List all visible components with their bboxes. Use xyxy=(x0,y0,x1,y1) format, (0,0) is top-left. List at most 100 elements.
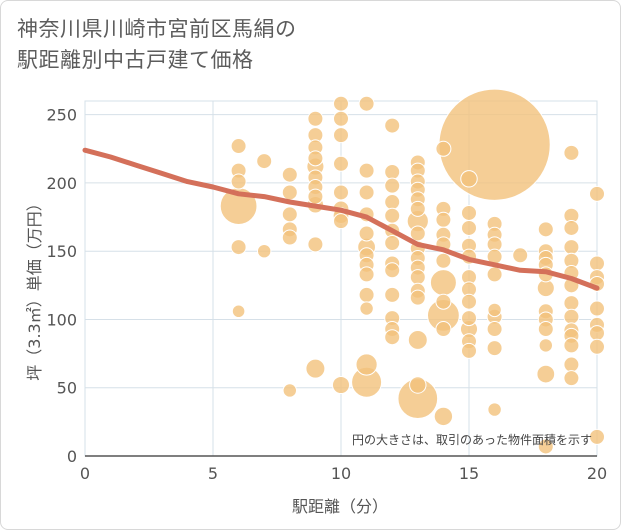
data-bubble xyxy=(281,206,298,223)
data-bubble xyxy=(281,229,298,246)
y-tick-label: 50 xyxy=(57,379,77,398)
x-tick-label: 15 xyxy=(459,464,479,483)
data-bubble xyxy=(563,370,580,387)
data-bubble xyxy=(563,295,580,312)
x-tick-label: 5 xyxy=(208,464,218,483)
data-bubble xyxy=(281,166,298,183)
data-bubble xyxy=(538,338,554,353)
data-bubble xyxy=(589,325,605,342)
y-tick-label: 250 xyxy=(46,106,77,125)
data-bubble xyxy=(563,308,580,325)
data-bubble xyxy=(486,266,503,283)
data-bubble xyxy=(384,164,401,180)
data-bubble xyxy=(281,184,298,201)
data-bubble xyxy=(407,329,428,350)
data-bubble xyxy=(256,243,272,259)
data-bubble xyxy=(331,375,351,395)
data-bubble xyxy=(333,155,349,172)
data-bubble xyxy=(384,207,401,224)
data-bubble xyxy=(487,402,502,417)
data-bubble xyxy=(409,289,426,306)
x-tick-label: 20 xyxy=(587,464,607,483)
data-bubble xyxy=(333,213,349,230)
data-bubble xyxy=(486,340,503,357)
data-bubble xyxy=(409,200,426,217)
x-tick-labels: 0 5 10 15 20 xyxy=(80,464,607,483)
data-bubble xyxy=(537,221,554,238)
data-bubble xyxy=(355,353,378,376)
data-bubble xyxy=(589,338,605,355)
data-bubble xyxy=(256,153,273,170)
data-bubble xyxy=(537,438,554,455)
y-tick-label: 100 xyxy=(46,310,77,329)
data-bubble xyxy=(384,194,401,211)
data-bubble xyxy=(230,173,247,190)
data-bubble xyxy=(230,239,247,256)
title-line-2: 駅距離別中古戸建て価格 xyxy=(17,48,254,72)
data-bubble xyxy=(460,170,478,188)
data-bubble xyxy=(359,301,374,316)
chart-title: 神奈川県川崎市宮前区馬絹の 駅距離別中古戸建て価格 xyxy=(17,14,577,76)
data-bubble xyxy=(429,269,457,297)
data-bubble xyxy=(435,321,452,338)
data-bubble xyxy=(384,235,401,251)
data-bubble xyxy=(409,225,426,242)
data-bubble xyxy=(358,225,375,242)
data-bubble xyxy=(563,219,580,236)
data-bubble xyxy=(307,236,324,253)
data-bubble xyxy=(461,219,477,236)
data-bubble xyxy=(333,95,349,112)
data-bubble xyxy=(589,255,605,272)
data-bubble xyxy=(358,95,375,112)
data-bubble xyxy=(461,310,477,327)
x-axis-label: 駅距離（分） xyxy=(292,497,388,516)
data-bubble xyxy=(461,204,477,221)
y-tick-label: 200 xyxy=(46,174,77,193)
data-bubble xyxy=(384,329,401,346)
data-bubble xyxy=(409,269,426,286)
data-bubble xyxy=(435,252,452,269)
data-bubble xyxy=(307,150,324,167)
title-line-1: 神奈川県川崎市宮前区馬絹の xyxy=(17,17,297,41)
data-bubble xyxy=(512,247,529,264)
y-tick-label: 150 xyxy=(46,242,77,261)
data-bubble xyxy=(486,321,503,338)
data-bubble xyxy=(461,293,477,310)
data-bubble xyxy=(433,406,454,427)
data-bubble xyxy=(333,127,349,144)
data-bubble xyxy=(589,428,605,445)
data-bubble xyxy=(435,293,452,310)
x-tick-label: 0 xyxy=(80,464,90,483)
y-tick-label: 0 xyxy=(67,447,77,466)
size-annotation: 円の大きさは、取引のあった物件面積を示す xyxy=(352,432,592,447)
data-bubble xyxy=(305,358,326,379)
data-bubble xyxy=(333,110,349,127)
data-bubble xyxy=(563,144,580,161)
data-bubble xyxy=(384,177,401,194)
data-bubble xyxy=(333,184,349,201)
data-bubble xyxy=(358,184,375,201)
y-tick-labels: 0 50 100 150 200 250 xyxy=(46,106,77,466)
data-bubble xyxy=(409,376,427,394)
trend-line xyxy=(82,147,600,291)
data-bubble xyxy=(358,162,375,179)
data-bubble xyxy=(307,188,324,205)
data-bubble xyxy=(438,88,551,201)
data-bubble xyxy=(461,342,477,359)
data-bubble xyxy=(563,239,580,256)
x-tick-label: 10 xyxy=(331,464,351,483)
data-bubble xyxy=(563,337,580,354)
data-bubble xyxy=(358,266,375,283)
data-bubble xyxy=(384,262,401,279)
data-bubble xyxy=(307,110,324,127)
data-bubble xyxy=(384,117,401,134)
data-bubble xyxy=(231,304,246,319)
data-bubble xyxy=(384,286,401,303)
data-bubble xyxy=(563,356,580,373)
data-bubble xyxy=(589,300,605,317)
data-bubble xyxy=(537,321,554,338)
data-bubble xyxy=(230,138,247,155)
data-bubble xyxy=(487,302,502,318)
y-axis-label: 坪（3.3㎡）単価（万円） xyxy=(25,195,44,380)
